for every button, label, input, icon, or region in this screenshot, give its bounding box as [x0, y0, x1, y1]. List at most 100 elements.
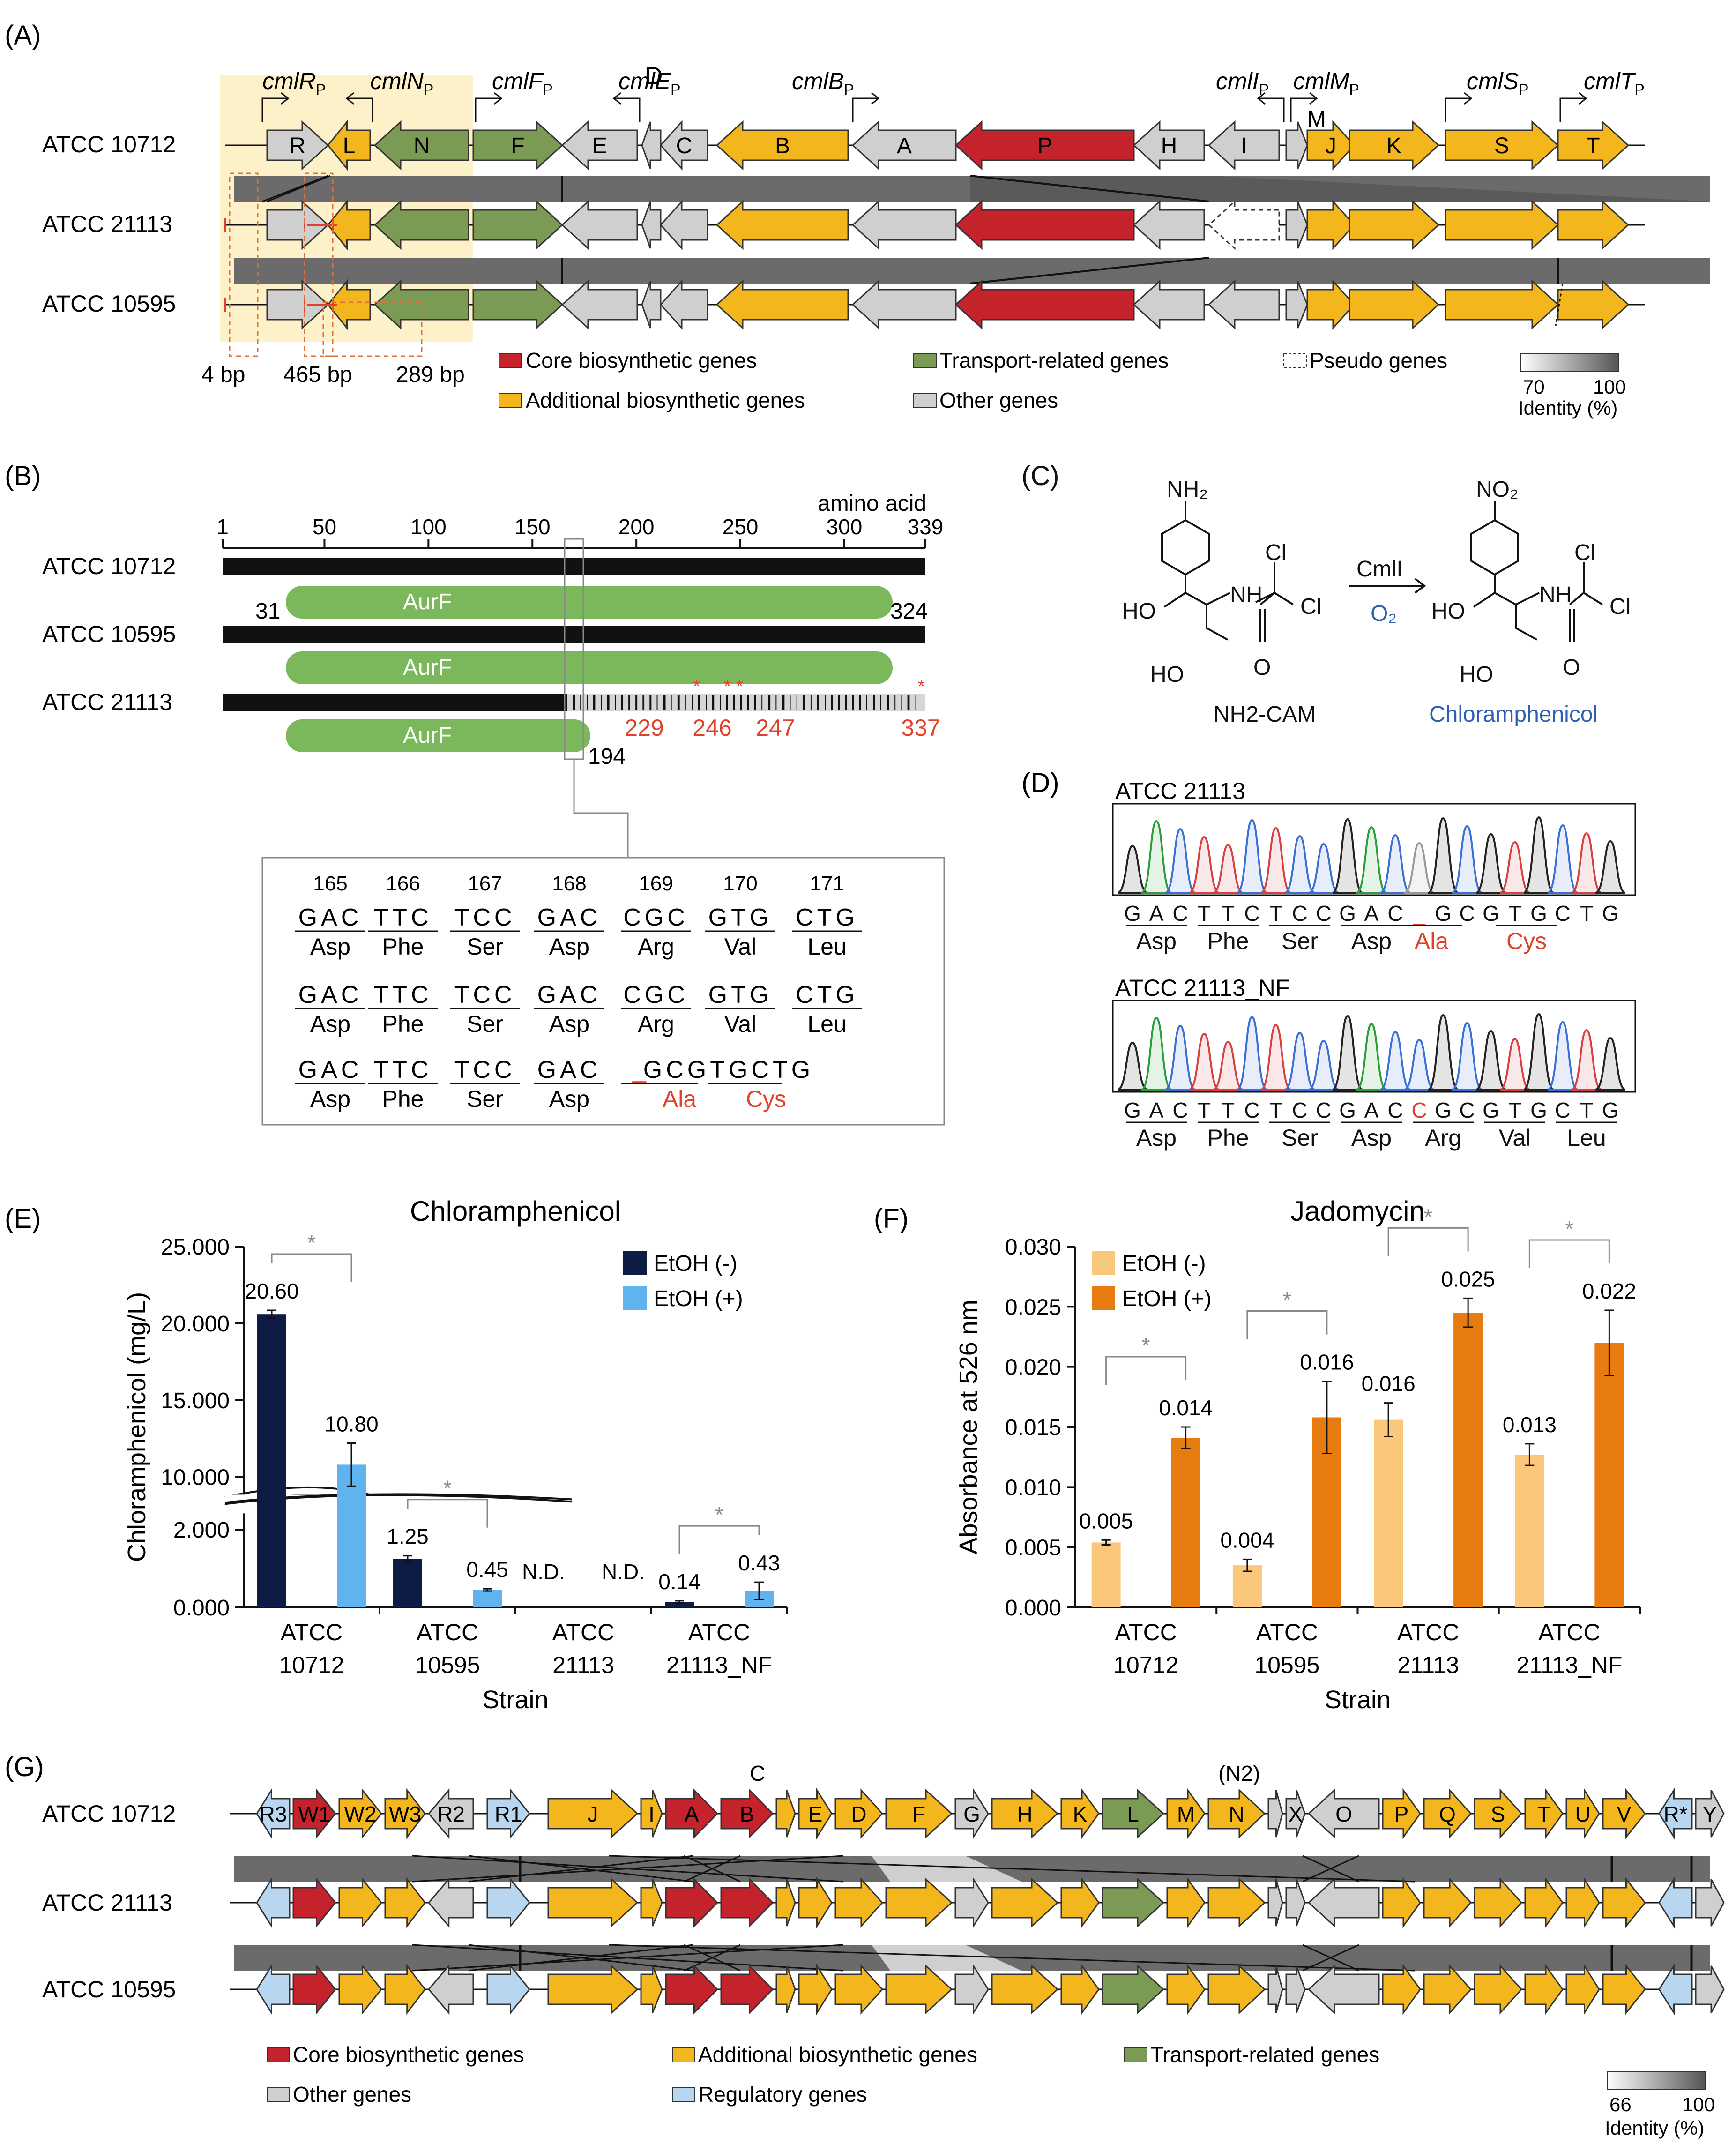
peak	[1141, 1016, 1172, 1091]
y-tick-label: 0.010	[1005, 1475, 1061, 1500]
significance-star: *	[1283, 1287, 1291, 1312]
gene-label-W2: W2	[344, 1802, 377, 1826]
codon-position: 169	[639, 872, 673, 895]
x-tick-label: ATCC	[1538, 1619, 1600, 1645]
promoter-labels: cmlRP cmlNP cmlFP cmlEP cmlBP cmlIP cmlMP cmlSP…	[261, 68, 1645, 122]
gene-H	[991, 1788, 1059, 1839]
gene-G	[954, 1963, 989, 2016]
gene-V	[1602, 1877, 1646, 1928]
panel-d-label: (D)	[1021, 768, 1059, 798]
gene-O	[1307, 1964, 1380, 2015]
base-call: G	[1435, 1098, 1452, 1122]
gene-label-D: D	[645, 62, 663, 90]
codon-position: 166	[386, 872, 420, 895]
significance-bracket	[678, 1525, 760, 1554]
value-label: 0.014	[1159, 1396, 1213, 1420]
aurf-domain-1	[286, 586, 893, 619]
strain-label: ATCC 10595	[42, 621, 176, 647]
gene-L	[1102, 1788, 1165, 1839]
peak	[1547, 1021, 1578, 1091]
codon-position: 170	[723, 872, 757, 895]
gene-Q	[1423, 1964, 1472, 2015]
bar	[1515, 1455, 1544, 1607]
aa-ticks: 1 50 100 150 200 250 300 339	[216, 515, 943, 548]
cofactor: O₂	[1371, 601, 1397, 626]
base-call: C	[1387, 1098, 1403, 1122]
amino-acid: Ser	[467, 1086, 503, 1112]
gene-E	[798, 1963, 833, 2016]
peak	[1189, 1032, 1220, 1091]
significance-bracket	[1528, 1239, 1610, 1269]
gene-W1	[292, 1877, 336, 1928]
y-tick-label: 0.030	[1005, 1235, 1061, 1260]
truncated-end: 194	[588, 744, 626, 769]
gene-tracks: R3 W1 W2 W3 R2 R1 J I A B E D F G H K L M N X O P Q S T U V R* Y	[230, 1787, 1725, 2016]
amino-acid: Asp	[1136, 1125, 1177, 1151]
gene-D	[834, 1788, 884, 1839]
y-tick-label: 15.000	[161, 1389, 230, 1413]
x-tick-label: 21113_NF	[666, 1652, 772, 1678]
base-call: C	[1172, 901, 1188, 926]
strain-label: ATCC 10595	[42, 1976, 176, 2002]
gene-S	[1445, 120, 1559, 171]
axis-title: amino acid	[818, 491, 926, 516]
gene-B	[715, 120, 849, 171]
promoter-cmlR: cmlRP	[262, 68, 326, 98]
amino-acid: Val	[1499, 1125, 1531, 1151]
trace-title: ATCC 21113	[1115, 778, 1245, 804]
gene-W3	[384, 1877, 426, 1928]
base-call: C	[1555, 901, 1570, 926]
y-tick-label: 2.000	[173, 1518, 230, 1543]
base-call: G	[1602, 1098, 1619, 1122]
gene-T	[1557, 279, 1630, 330]
gene-F	[885, 1877, 953, 1928]
aurf-label-1: AurF	[403, 590, 452, 614]
stop-position: 229	[625, 715, 663, 741]
gene-label-W1: W1	[298, 1802, 331, 1826]
gene-S	[1445, 279, 1559, 330]
panel-a-label: (A)	[5, 20, 41, 51]
tick-label: 50	[313, 515, 336, 539]
gene-label-N: N	[414, 134, 430, 158]
nh-2: NH	[1539, 583, 1572, 607]
gene-R3	[256, 1876, 291, 1929]
significance-bracket	[1246, 1310, 1328, 1339]
strain-label: ATCC 21113	[42, 1890, 172, 1916]
gene-S	[1474, 1964, 1523, 2015]
gene-Y	[1695, 1965, 1725, 2013]
strain-labels: ATCC 10712 ATCC 10595 ATCC 21113	[42, 553, 176, 715]
gene-label-R1: R1	[495, 1802, 522, 1826]
gene-L	[327, 279, 371, 330]
gene-R2	[428, 1964, 474, 2015]
value-label: 0.43	[738, 1551, 780, 1575]
gene-P	[1382, 1788, 1421, 1839]
gene-label-R2: R2	[437, 1802, 465, 1826]
legend-swatch	[1092, 1251, 1115, 1275]
gene-P	[1382, 1877, 1421, 1928]
gene-K	[1349, 120, 1440, 171]
gene-J	[547, 1964, 639, 2015]
gene-label-E: E	[808, 1802, 823, 1826]
base-call: G	[1339, 901, 1356, 926]
gene-N	[373, 279, 469, 330]
gene-E	[561, 120, 638, 171]
cl-1: Cl	[1265, 540, 1286, 565]
gene-I	[640, 1879, 663, 1927]
gene-X	[1285, 1965, 1306, 2013]
x-tick-label: ATCC	[1397, 1619, 1459, 1645]
ho-3: HO	[1431, 599, 1465, 624]
gene-W1	[292, 1964, 336, 2015]
panel-e: (E) Chloramphenicol 0.000 2.000 10.000 15.00…	[5, 1195, 788, 1714]
gene-label-Y: Y	[1703, 1802, 1717, 1826]
g-identity-label: Identity (%)	[1605, 2117, 1704, 2139]
legend-swatch	[623, 1286, 647, 1310]
o-2: O	[1563, 655, 1580, 680]
panel-c: (C)	[1021, 461, 1603, 642]
bar	[257, 1314, 286, 1607]
gene-label-S: S	[1491, 1802, 1505, 1826]
gene-G	[954, 1787, 989, 1840]
aurf-domain-3	[286, 719, 590, 752]
strain-label: ATCC 10712	[42, 553, 176, 579]
promoter-cmlN: cmlNP	[370, 68, 433, 98]
gene-label-K: K	[1073, 1802, 1088, 1826]
